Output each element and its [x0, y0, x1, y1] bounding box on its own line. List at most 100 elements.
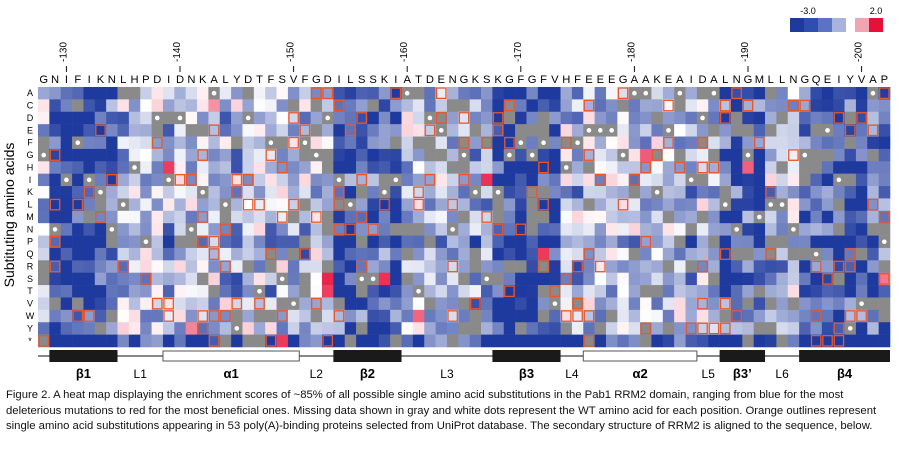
heatmap-cell [651, 87, 664, 100]
heatmap-cell [651, 111, 664, 125]
heatmap-cell [787, 297, 800, 311]
heatmap-cell [503, 247, 516, 261]
natural-variant-outline [288, 136, 299, 149]
heatmap-cell [730, 111, 743, 125]
heatmap-cell [117, 210, 130, 224]
heatmap-cell [662, 87, 675, 100]
heatmap-cell [662, 186, 675, 199]
wt-sequence-letter: F [540, 74, 547, 86]
heatmap-cell [185, 173, 198, 187]
heatmap-cell [765, 247, 777, 261]
heatmap-cell [753, 260, 766, 273]
heatmap-cell [435, 173, 448, 187]
heatmap-cell [435, 297, 448, 311]
heatmap-cell [481, 136, 493, 150]
heatmap-cell [265, 161, 277, 174]
color-scale-swatch [832, 18, 846, 32]
heatmap-cell [787, 322, 800, 335]
heatmap-cell [458, 161, 470, 174]
heatmap-cell [151, 235, 164, 249]
natural-variant-outline [719, 112, 731, 124]
heatmap-cell [38, 272, 50, 286]
heatmap-cell [719, 136, 732, 150]
heatmap-cell [367, 173, 380, 187]
natural-variant-outline [208, 334, 220, 347]
heatmap-cell [117, 148, 130, 162]
heatmap-cell [322, 272, 334, 286]
heatmap-cell [549, 111, 561, 125]
heatmap-cell [128, 272, 141, 286]
natural-variant-outline [276, 310, 288, 322]
substitution-row-label: E [27, 125, 33, 135]
heatmap-cell [446, 111, 459, 125]
heatmap-cell [446, 297, 459, 311]
heatmap-cell [708, 247, 720, 261]
natural-variant-outline [435, 112, 447, 124]
heatmap-cell [128, 334, 141, 348]
heatmap-cell [594, 111, 607, 125]
heatmap-cell [72, 186, 84, 199]
heatmap-cell [799, 223, 811, 236]
heatmap-cell [787, 210, 800, 224]
heatmap-cell [60, 285, 73, 298]
wt-marker-dot [666, 128, 671, 133]
heatmap-cell [810, 173, 823, 187]
heatmap-cell [390, 322, 402, 335]
heatmap-cell [776, 136, 789, 150]
natural-variant-outline [49, 198, 61, 211]
heatmap-cell [583, 260, 595, 273]
heatmap-cell [719, 99, 732, 113]
heatmap-cell [287, 235, 300, 249]
heatmap-cell [617, 87, 630, 100]
heatmap-cell [356, 148, 368, 162]
heatmap-cell [424, 285, 436, 298]
heatmap-cell [128, 111, 141, 125]
heatmap-cell [367, 148, 380, 162]
heatmap-cell [128, 223, 141, 236]
heatmap-cell [378, 161, 391, 174]
heatmap-cell [140, 136, 152, 150]
heatmap-cell [776, 247, 789, 261]
heatmap-cell [526, 161, 539, 174]
heatmap-cell [322, 223, 334, 236]
heatmap-cell [435, 334, 448, 348]
heatmap-cell [401, 99, 414, 113]
heatmap-cell [742, 285, 754, 298]
heatmap-cell [60, 148, 73, 162]
heatmap-cell [265, 247, 277, 261]
heatmap-cell [322, 334, 334, 348]
wt-sequence-letter: Q [812, 74, 821, 86]
heatmap-cell [94, 161, 107, 174]
heatmap-cell [867, 297, 879, 311]
heatmap-cell [310, 161, 323, 174]
heatmap-cell [662, 223, 675, 236]
heatmap-cell [537, 99, 550, 113]
natural-variant-outline [435, 87, 447, 100]
wt-marker-dot [541, 140, 546, 146]
heatmap-cell [60, 223, 73, 236]
heatmap-cell [276, 111, 289, 125]
heatmap-cell [83, 111, 96, 125]
heatmap-cell [412, 99, 425, 113]
heatmap-cell [662, 322, 675, 335]
heatmap-cell [151, 161, 164, 174]
heatmap-cell [855, 111, 868, 125]
heatmap-cell [606, 161, 618, 174]
heatmap-cell [526, 334, 539, 348]
heatmap-cell [844, 223, 857, 236]
heatmap-cell [617, 186, 630, 199]
heatmap-cell [231, 173, 243, 187]
heatmap-cell [458, 210, 470, 224]
heatmap-cell [651, 260, 664, 273]
heatmap-cell [197, 99, 209, 113]
heatmap-cell [606, 309, 618, 323]
heatmap-cell [719, 173, 732, 187]
heatmap-cell [662, 247, 675, 261]
heatmap-cell [424, 322, 436, 335]
heatmap-cell [833, 247, 845, 261]
heatmap-cell [742, 124, 754, 137]
heatmap-cell [128, 247, 141, 261]
heatmap-cell [765, 235, 777, 249]
heatmap-cell [356, 322, 368, 335]
heatmap-cell [696, 309, 709, 323]
